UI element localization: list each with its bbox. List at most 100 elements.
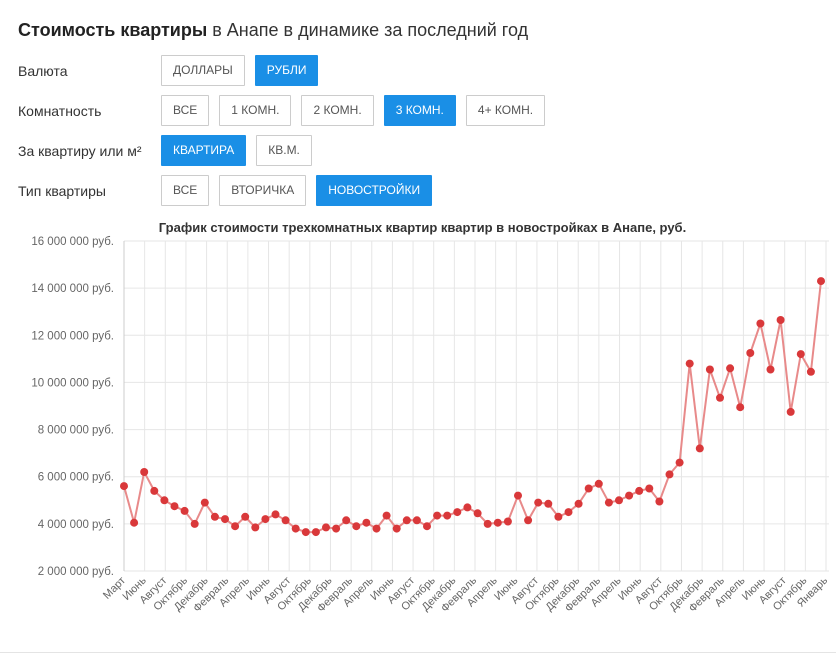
price-point[interactable] <box>544 499 553 508</box>
y-tick-label: 4 000 000 руб. <box>38 519 114 531</box>
price-point[interactable] <box>604 498 613 507</box>
price-point[interactable] <box>412 516 421 525</box>
price-point[interactable] <box>635 486 644 495</box>
rooms-all-button[interactable]: ВСЕ <box>161 95 210 126</box>
y-tick-label: 10 000 000 руб. <box>31 377 114 389</box>
price-point[interactable] <box>170 502 179 511</box>
price-point[interactable] <box>200 498 209 507</box>
page-title-strong: Стоимость квартиры <box>18 20 208 40</box>
price-point[interactable] <box>645 484 654 493</box>
x-axis-ticks: МартИюньАвгустОктябрьДекабрьФевральАпрел… <box>101 574 830 614</box>
currency-rubles-button[interactable]: РУБЛИ <box>254 55 319 86</box>
rooms-filter: Комнатность ВСЕ 1 КОМН. 2 КОМН. 3 КОМН. … <box>18 95 555 126</box>
price-point[interactable] <box>392 524 401 533</box>
price-point[interactable] <box>423 522 431 531</box>
price-point[interactable] <box>524 516 533 525</box>
currency-filter-label: Валюта <box>18 62 68 79</box>
price-point[interactable] <box>776 316 785 324</box>
unit-sqm-button[interactable]: КВ.М. <box>256 135 312 166</box>
price-point[interactable] <box>130 518 139 527</box>
price-point[interactable] <box>796 350 805 359</box>
price-point[interactable] <box>817 277 825 286</box>
price-point[interactable] <box>322 523 330 532</box>
price-point[interactable] <box>453 508 462 517</box>
price-point[interactable] <box>261 515 270 524</box>
currency-filter: Валюта ДОЛЛАРЫ РУБЛИ <box>18 55 328 86</box>
price-point[interactable] <box>534 498 543 507</box>
y-tick-label: 8 000 000 руб. <box>38 425 114 437</box>
rooms-2-button[interactable]: 2 КОМН. <box>301 95 374 126</box>
price-point[interactable] <box>584 484 593 493</box>
price-point[interactable] <box>140 468 149 476</box>
price-point[interactable] <box>342 516 351 525</box>
price-series <box>120 277 825 537</box>
price-point[interactable] <box>281 516 290 525</box>
type-all-button[interactable]: ВСЕ <box>161 175 210 206</box>
price-point[interactable] <box>120 482 128 491</box>
type-secondary-button[interactable]: ВТОРИЧКА <box>219 175 307 206</box>
price-point[interactable] <box>695 444 704 453</box>
price-point[interactable] <box>503 517 512 526</box>
price-line <box>123 280 822 534</box>
price-point[interactable] <box>574 499 583 508</box>
price-point[interactable] <box>514 491 522 500</box>
type-filter: Тип квартиры ВСЕ ВТОРИЧКА НОВОСТРОЙКИ <box>18 175 442 206</box>
price-point[interactable] <box>746 349 755 357</box>
price-point[interactable] <box>716 393 724 402</box>
price-point[interactable] <box>564 508 573 517</box>
price-point[interactable] <box>675 458 684 467</box>
price-point[interactable] <box>301 528 310 537</box>
unit-apartment-button[interactable]: КВАРТИРА <box>161 135 247 166</box>
price-point[interactable] <box>221 515 229 524</box>
price-point[interactable] <box>756 319 765 328</box>
price-point[interactable] <box>382 511 391 520</box>
price-point[interactable] <box>766 365 775 374</box>
price-point[interactable] <box>685 359 694 368</box>
currency-dollars-button[interactable]: ДОЛЛАРЫ <box>161 55 245 86</box>
price-point[interactable] <box>291 524 300 533</box>
price-point[interactable] <box>160 496 169 505</box>
price-point[interactable] <box>806 367 815 376</box>
price-point[interactable] <box>594 479 603 488</box>
price-point[interactable] <box>493 518 502 527</box>
price-point[interactable] <box>615 496 623 505</box>
price-chart: 2 000 000 руб. 4 000 000 руб. 6 000 000 ру… <box>31 236 830 615</box>
price-point[interactable] <box>231 522 240 531</box>
price-point[interactable] <box>786 407 795 416</box>
rooms-4plus-button[interactable]: 4+ КОМН. <box>465 95 546 126</box>
price-point[interactable] <box>210 512 219 521</box>
price-point[interactable] <box>443 511 452 520</box>
price-point[interactable] <box>180 506 189 515</box>
page-title-rest: в Анапе в динамике за последний год <box>207 20 529 40</box>
price-point[interactable] <box>190 519 199 528</box>
price-point[interactable] <box>655 497 664 506</box>
rooms-1-button[interactable]: 1 КОМН. <box>219 95 292 126</box>
chart-grid <box>123 240 829 572</box>
price-point[interactable] <box>705 365 714 374</box>
price-point[interactable] <box>554 512 563 521</box>
price-point[interactable] <box>241 512 250 521</box>
price-point[interactable] <box>473 509 482 518</box>
type-newbuild-button[interactable]: НОВОСТРОЙКИ <box>316 175 433 206</box>
y-tick-label: 6 000 000 руб. <box>38 472 114 484</box>
price-point[interactable] <box>625 491 634 500</box>
price-point[interactable] <box>251 523 260 532</box>
price-point[interactable] <box>665 470 674 479</box>
price-point[interactable] <box>736 403 745 412</box>
price-point[interactable] <box>402 516 411 525</box>
price-point[interactable] <box>332 524 341 533</box>
price-point[interactable] <box>150 486 159 495</box>
price-point[interactable] <box>362 518 371 527</box>
rooms-3-button[interactable]: 3 КОМН. <box>383 95 456 126</box>
price-point[interactable] <box>483 519 492 528</box>
price-point[interactable] <box>311 528 320 537</box>
price-point[interactable] <box>372 524 381 533</box>
price-point[interactable] <box>352 522 361 531</box>
rooms-filter-label: Комнатность <box>18 102 102 119</box>
price-point[interactable] <box>726 364 735 373</box>
price-point[interactable] <box>271 510 280 519</box>
y-tick-label: 12 000 000 руб. <box>31 330 114 342</box>
price-point[interactable] <box>433 511 442 520</box>
unit-filter-label: За квартиру или м² <box>18 142 142 159</box>
price-point[interactable] <box>463 503 472 512</box>
